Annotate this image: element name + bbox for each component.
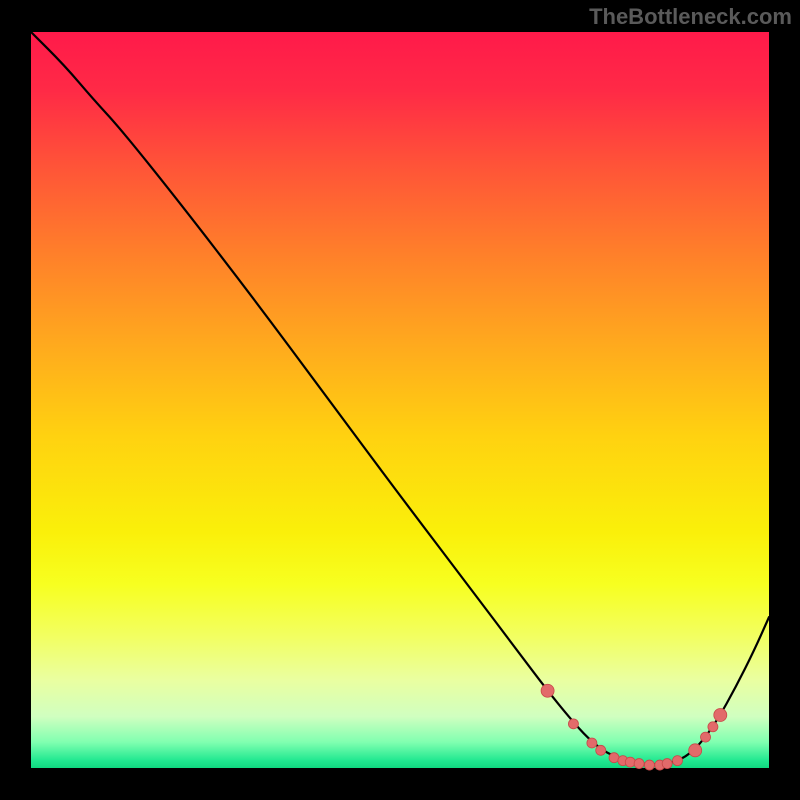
data-marker: [672, 756, 682, 766]
data-marker: [701, 732, 711, 742]
data-marker: [634, 759, 644, 769]
data-marker: [708, 722, 718, 732]
data-marker: [596, 745, 606, 755]
data-marker: [689, 744, 702, 757]
plot-background: [31, 32, 769, 768]
data-marker: [714, 709, 727, 722]
watermark-text: TheBottleneck.com: [589, 4, 792, 30]
data-marker: [568, 719, 578, 729]
chart-container: TheBottleneck.com: [0, 0, 800, 800]
data-marker: [625, 757, 635, 767]
data-marker: [662, 759, 672, 769]
data-marker: [587, 738, 597, 748]
data-marker: [541, 684, 554, 697]
bottleneck-chart: [0, 0, 800, 800]
data-marker: [644, 760, 654, 770]
